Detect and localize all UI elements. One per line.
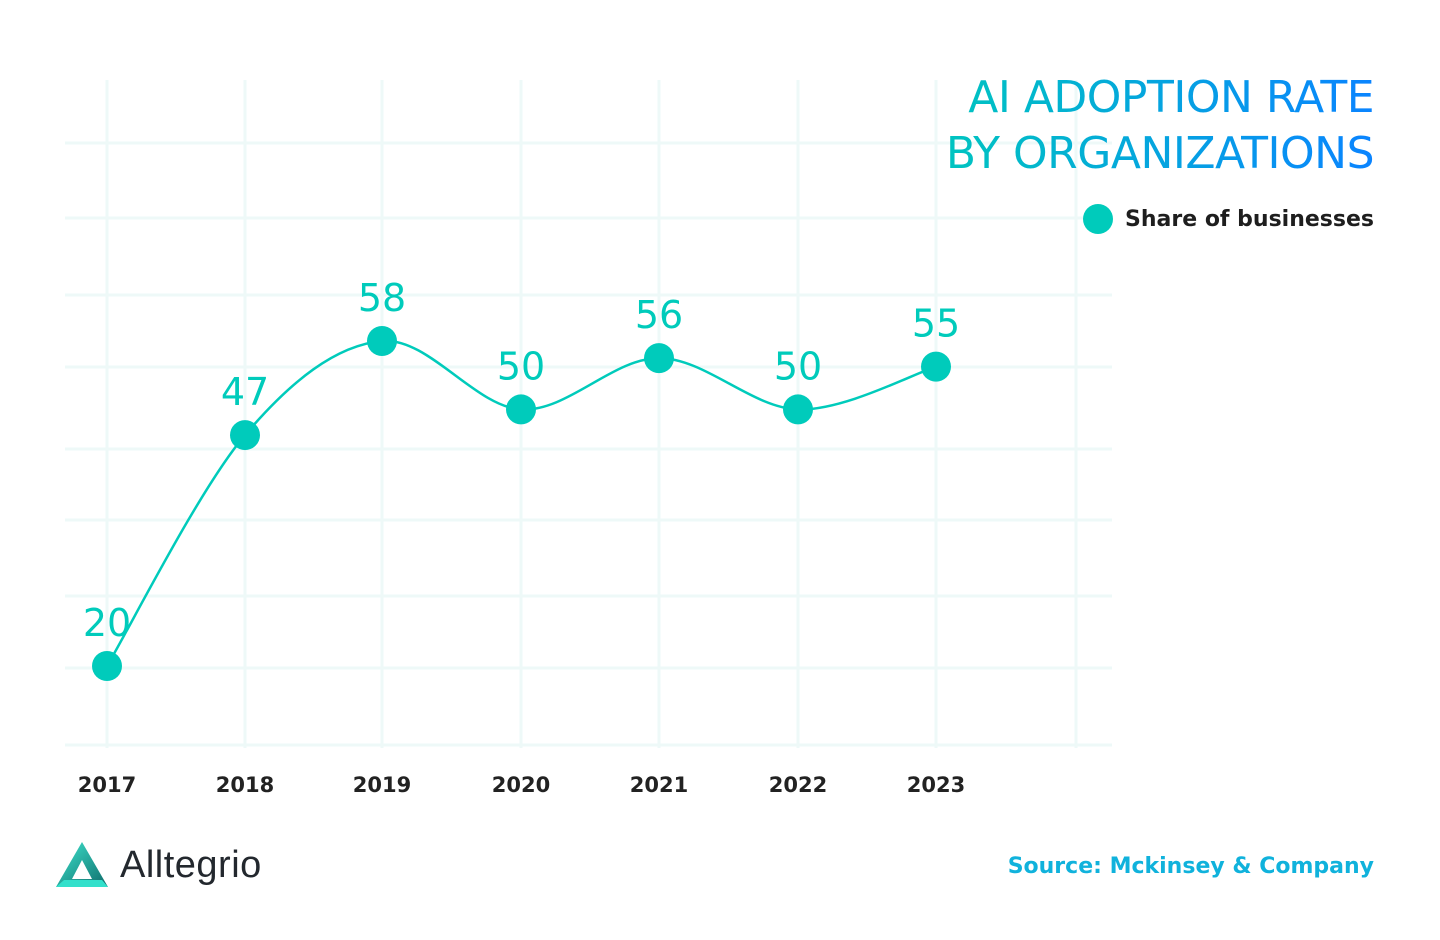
brand-name: Alltegrio	[120, 843, 262, 886]
data-label: 50	[497, 344, 545, 388]
data-label: 58	[358, 276, 406, 320]
data-label: 47	[221, 370, 269, 414]
data-point	[506, 394, 536, 425]
data-point	[783, 394, 813, 425]
data-point	[921, 351, 951, 382]
data-point	[92, 651, 122, 681]
data-point	[644, 343, 674, 374]
chart-title: AI ADOPTION RATE BY ORGANIZATIONS	[946, 70, 1374, 182]
title-line-2: BY ORGANIZATIONS	[945, 128, 1374, 179]
x-tick-label: 2017	[78, 773, 136, 797]
title-line-1: AI ADOPTION RATE	[968, 72, 1374, 123]
triangle-logo-icon	[56, 842, 108, 887]
data-label: 56	[635, 293, 683, 337]
brand-logo: Alltegrio	[54, 840, 262, 890]
data-point	[230, 420, 260, 451]
x-tick-label: 2021	[630, 773, 688, 797]
x-tick-label: 2019	[353, 773, 411, 797]
data-label: 55	[912, 302, 960, 346]
legend-label: Share of businesses	[1125, 206, 1374, 232]
legend-marker-icon	[1083, 204, 1114, 234]
data-label: 50	[774, 344, 822, 388]
data-label: 20	[83, 601, 131, 645]
x-tick-label: 2022	[769, 773, 827, 797]
x-tick-label: 2020	[492, 773, 550, 797]
source-note: Source: Mckinsey & Company	[1007, 854, 1374, 879]
x-tick-label: 2018	[216, 773, 274, 797]
x-tick-label: 2023	[907, 773, 965, 797]
data-point	[367, 326, 397, 356]
legend: Share of businesses	[1083, 204, 1374, 234]
